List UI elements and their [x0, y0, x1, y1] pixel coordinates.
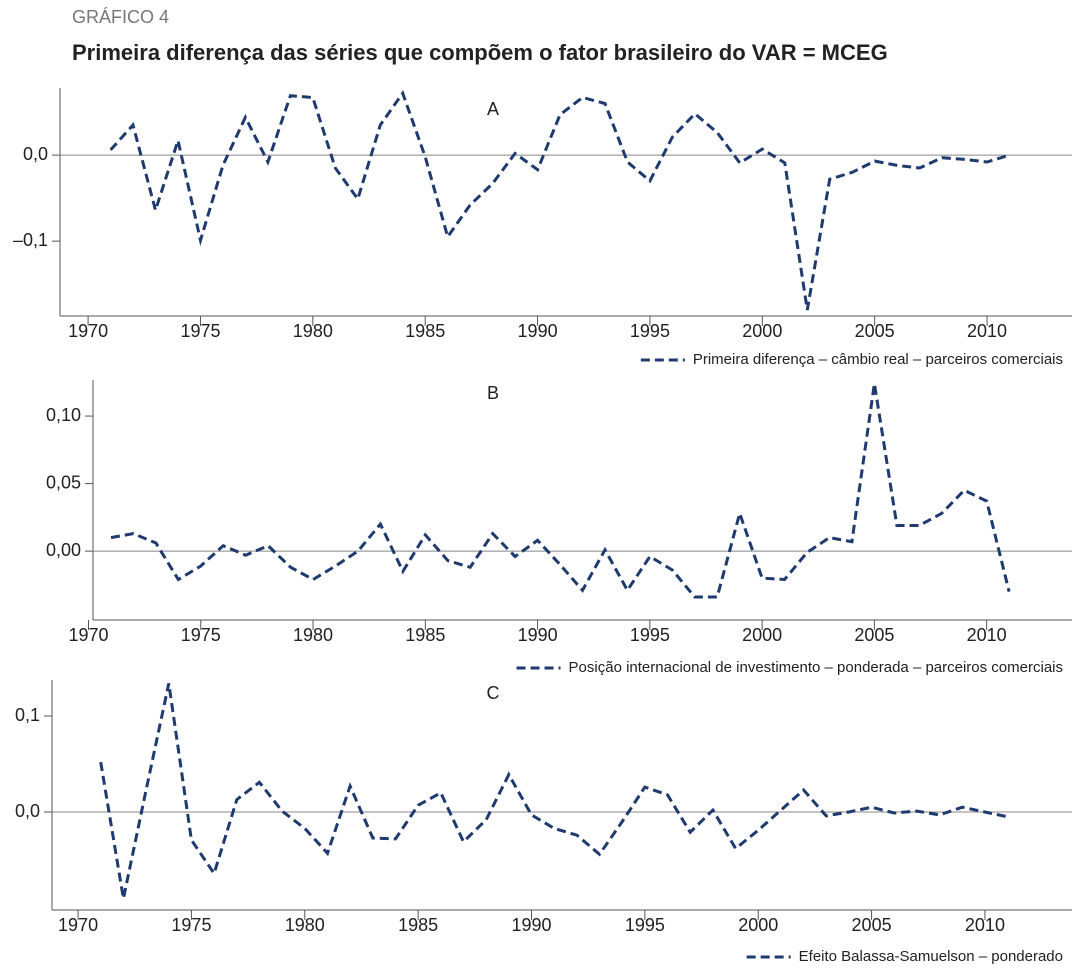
- x-tick-label: 1985: [398, 915, 438, 935]
- legend-label: Posição internacional de investimento – …: [569, 659, 1063, 676]
- x-tick-label: 1995: [630, 321, 670, 341]
- y-tick-label: 0,00: [46, 540, 81, 560]
- figure-title: Primeira diferença das séries que compõe…: [72, 40, 888, 65]
- x-tick-label: 1980: [293, 625, 333, 645]
- x-tick-label: 2010: [965, 915, 1005, 935]
- x-tick-label: 1975: [171, 915, 211, 935]
- x-tick-label: 1985: [405, 625, 445, 645]
- figure-label: GRÁFICO 4: [72, 7, 169, 27]
- x-tick-label: 2000: [742, 321, 782, 341]
- x-tick-label: 1985: [405, 321, 445, 341]
- x-tick-label: 2005: [852, 915, 892, 935]
- x-tick-label: 1970: [68, 321, 108, 341]
- panel-title: C: [487, 683, 500, 703]
- series-line: [109, 89, 1010, 311]
- y-tick-label: 0,10: [46, 405, 81, 425]
- x-tick-label: 1970: [68, 625, 108, 645]
- series-line: [99, 683, 1008, 899]
- legend-label: Efeito Balassa-Samuelson – ponderado: [799, 948, 1063, 965]
- y-tick-label: 0,0: [15, 801, 40, 821]
- x-tick-label: 1995: [630, 625, 670, 645]
- x-tick-label: 2000: [742, 625, 782, 645]
- y-tick-label: 0,1: [15, 705, 40, 725]
- x-tick-label: 2005: [854, 625, 894, 645]
- x-tick-label: 2000: [738, 915, 778, 935]
- x-tick-label: 1990: [518, 625, 558, 645]
- x-tick-label: 1980: [293, 321, 333, 341]
- panel-title: A: [487, 99, 499, 119]
- x-tick-label: 2005: [855, 321, 895, 341]
- x-tick-label: 1970: [58, 915, 98, 935]
- x-tick-label: 1995: [625, 915, 665, 935]
- panel-title: B: [487, 383, 499, 403]
- x-tick-label: 1975: [181, 625, 221, 645]
- x-tick-label: 1975: [180, 321, 220, 341]
- x-tick-label: 2010: [967, 321, 1007, 341]
- series-line: [110, 383, 1011, 599]
- x-tick-label: 2010: [967, 625, 1007, 645]
- x-tick-label: 1990: [511, 915, 551, 935]
- x-tick-label: 1980: [285, 915, 325, 935]
- y-tick-label: –0,1: [13, 230, 48, 250]
- legend-label: Primeira diferença – câmbio real – parce…: [693, 351, 1063, 368]
- y-tick-label: 0,0: [23, 144, 48, 164]
- y-tick-label: 0,05: [46, 472, 81, 492]
- x-tick-label: 1990: [518, 321, 558, 341]
